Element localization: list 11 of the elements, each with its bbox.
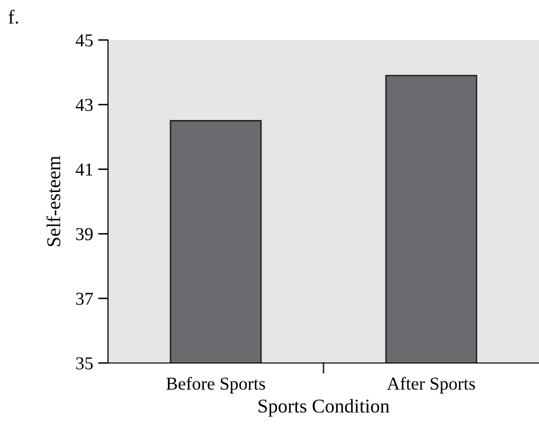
y-tick-label: 45: [76, 34, 93, 46]
text: f.: [8, 10, 18, 24]
y-tick-label: 37: [76, 292, 93, 305]
x-tick-label: Before Sports: [166, 376, 265, 394]
y-tick-label: 43: [76, 98, 93, 112]
x-tick-label: After Sports: [387, 376, 475, 394]
y-tick-label: 35: [76, 357, 93, 370]
y-tick-label: 39: [76, 228, 93, 240]
y-tick-label: 41: [76, 164, 92, 176]
y-axis-title: Self-esteem: [46, 156, 60, 246]
x-axis-title: Sports Condition: [258, 399, 390, 417]
